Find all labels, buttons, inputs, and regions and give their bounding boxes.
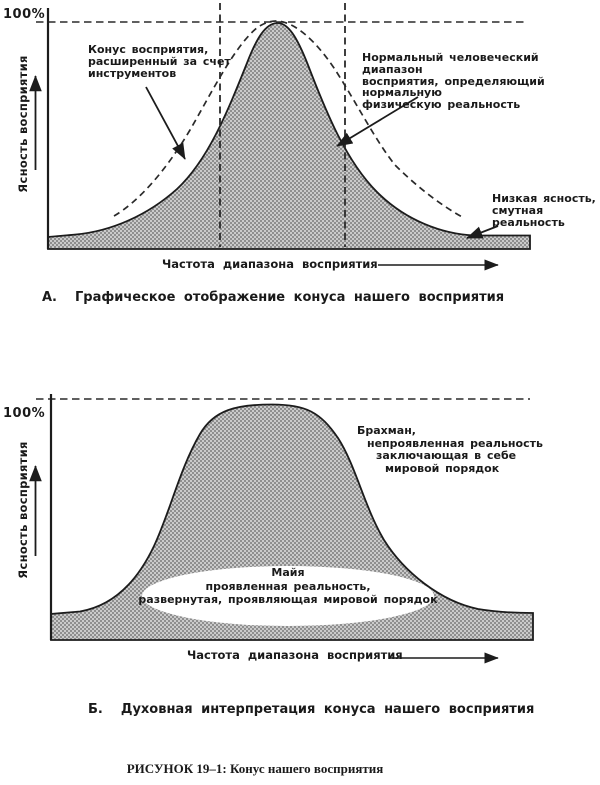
normal-range-arrow [336,96,419,147]
x-axis-label-b: Частота диапазона восприятия [187,648,403,662]
figure-caption: РИСУНОК 19–1: Конус нашего восприятия [126,761,384,776]
annotation-brahman: Брахман, непроявленная реальность заключ… [357,424,543,475]
expanded-cone-dashed [113,20,465,219]
caption-b-letter: Б. [88,702,103,717]
caption-a-letter: А. [42,290,57,305]
maya-line: развернутая, проявляющая мировой порядок [138,593,438,606]
maya-line: Майя [271,566,305,579]
caption-a: А. Графическое отображение конуса нашего… [42,290,504,305]
annotation-normal-range: Нормальный человеческий диапазон восприя… [362,51,545,112]
figure-a-canvas [29,3,531,271]
perception-cone-filled [47,22,531,250]
caption-a-text: Графическое отображение конуса нашего во… [75,290,505,305]
annotation-low-clarity: Низкая ясность, смутная реальность [492,192,596,229]
y-max-label-a: 100% [3,7,46,22]
caption-b: Б. Духовная интерпретация конуса нашего … [88,702,534,717]
brahman-line: заключающая в себе [376,449,517,462]
brahman-line: мировой порядок [385,461,500,475]
x-axis-label-a: Частота диапазона восприятия [162,257,378,271]
annotation-instruments: Конус восприятия, расширенный за счет ин… [88,43,231,80]
figure-b-canvas [29,394,534,664]
brahman-line: Брахман, [357,424,416,437]
instruments-arrow [145,86,186,160]
y-max-label-b: 100% [3,406,46,421]
maya-line: проявленная реальность, [205,579,371,593]
annotation-maya: Майя проявленная реальность, развернутая… [138,566,438,607]
low-clarity-arrow [466,225,499,239]
brahman-line: непроявленная реальность [367,436,543,450]
maya-ellipse [142,566,434,626]
caption-b-text: Духовная интерпретация конуса нашего вос… [120,702,535,717]
y-axis-label-b: Ясность восприятия [16,441,30,579]
